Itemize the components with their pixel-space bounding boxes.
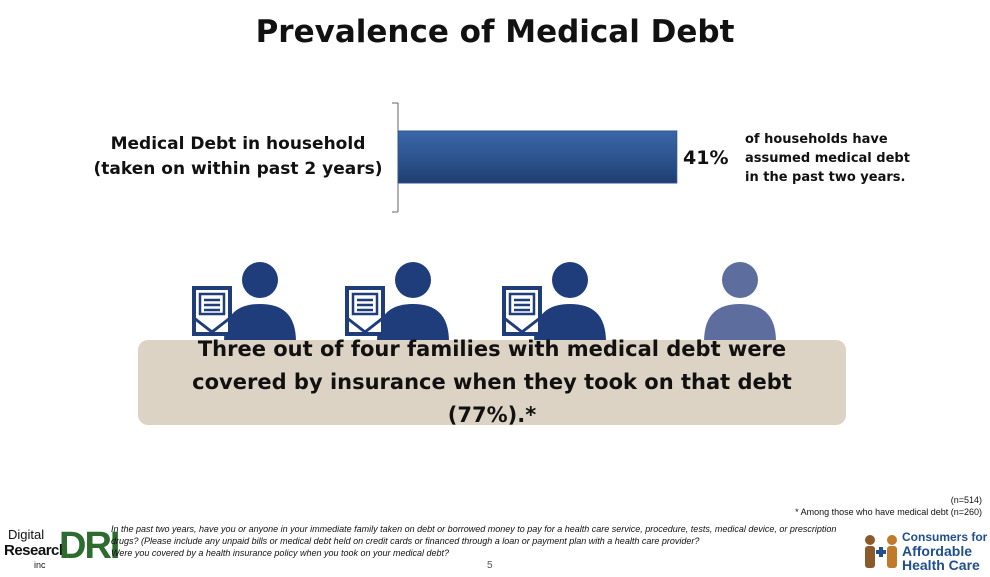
annotation-line-3: in the past two years. [745,170,906,185]
person-icon [704,262,776,342]
logo-line-research: Research [4,542,68,559]
sample-total: (n=514) [950,495,982,505]
cahc-wordmark: Consumers for Affordable Health Care [902,530,987,572]
page-number: 5 [487,560,493,571]
cahc-line-3: Health Care [902,557,980,573]
annotation-line-2: assumed medical debt [745,151,910,166]
person-with-bill-icon [502,262,606,342]
survey-questions: In the past two years, have you or anyon… [111,523,851,559]
logo-mark-dri: DRI [59,525,120,567]
logo-line-inc: inc [34,560,46,570]
sample-subgroup: * Among those who have medical debt (n=2… [795,507,982,517]
cahc-line-2: Affordable [902,543,972,559]
insurance-callout: Three out of four families with medical … [138,337,846,427]
bill-envelope-icon [502,286,542,336]
page-title: Prevalence of Medical Debt [255,14,735,50]
bar-0 [397,130,678,184]
sample-size-note: (n=514) * Among those who have medical d… [795,494,982,518]
bill-envelope-icon [192,286,232,336]
bar-chart: Medical Debt in household (taken on with… [0,0,990,230]
logo-line-digital: Digital [8,527,45,542]
survey-question-1: In the past two years, have you or anyon… [111,524,837,546]
bar-category-line-1: Medical Debt in household [110,134,366,154]
bar-category-line-2: (taken on within past 2 years) [93,159,383,179]
bar-value-label: 41% [683,147,729,169]
consumers-for-affordable-health-care-logo: Consumers for Affordable Health Care [862,528,990,574]
bill-envelope-icon [345,286,385,336]
cahc-line-1: Consumers for [902,530,988,544]
person-with-bill-icon [192,262,296,342]
annotation-line-1: of households have [745,132,888,147]
person-with-bill-icon [345,262,449,342]
bar-category-label: Medical Debt in household (taken on with… [88,132,388,182]
survey-question-2: Were you covered by a health insurance p… [111,548,450,558]
bar-annotation: of households have assumed medical debt … [745,130,920,187]
digital-research-logo: Digital Research inc DRI [4,525,120,573]
family-logo-icon [865,535,897,568]
chart-svg [392,102,678,213]
